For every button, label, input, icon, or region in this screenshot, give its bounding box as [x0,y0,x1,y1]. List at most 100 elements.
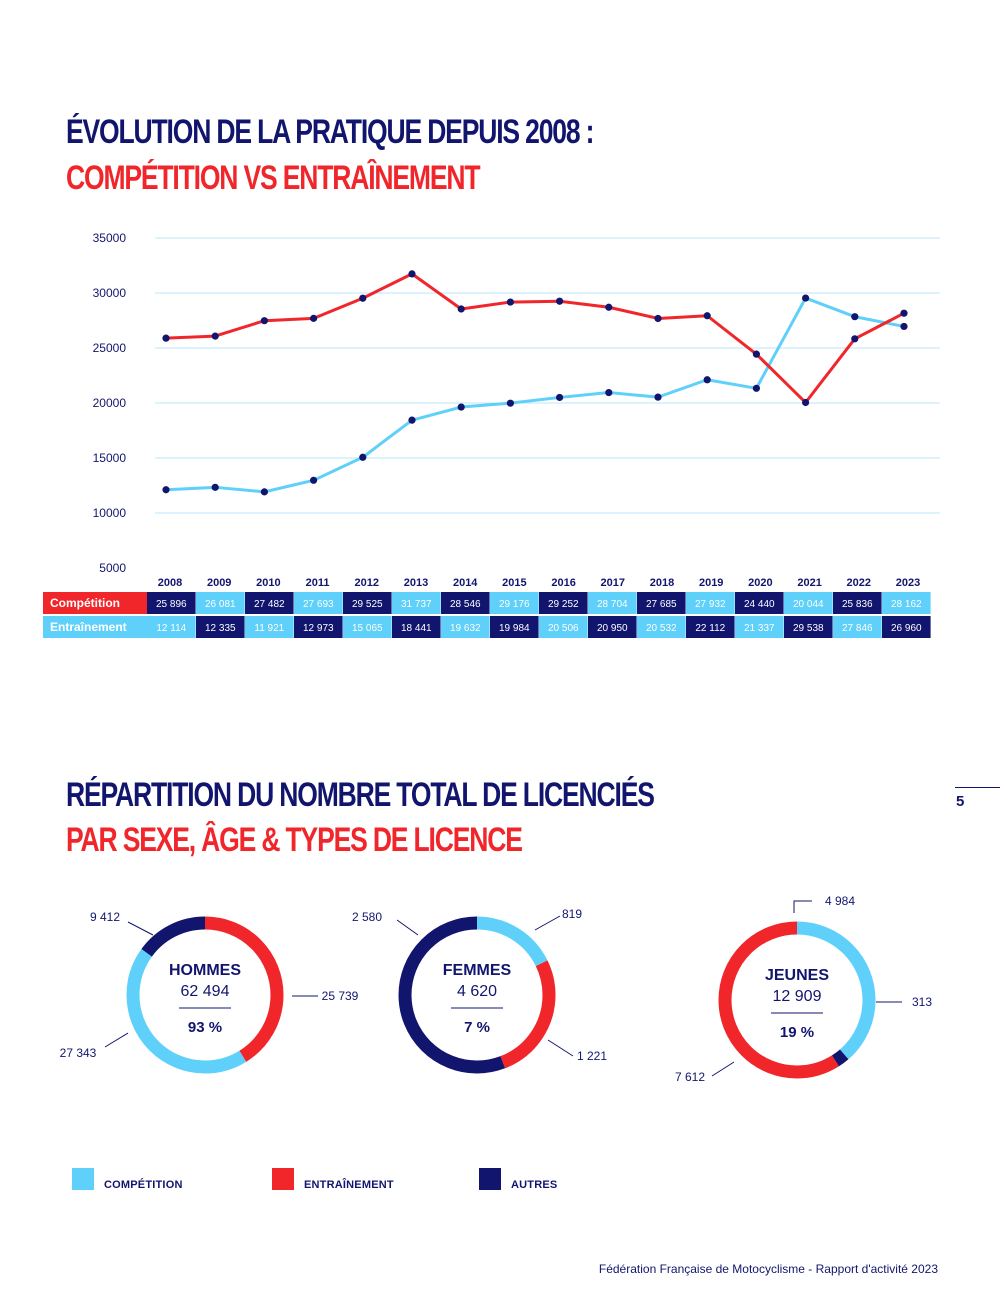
y-tick-label: 25000 [93,341,127,355]
table-cell-bg [637,616,686,638]
legend-label-competition: COMPÉTITION [104,1179,183,1191]
section2-title-line2: PAR SEXE, ÂGE & TYPES DE LICENCE [66,821,523,859]
series-line-competition [165,272,905,405]
table-cell-bg [343,616,392,638]
data-point [802,398,810,407]
x-tick-label: 2009 [207,577,231,589]
data-point [359,453,367,461]
donut-slice [398,916,556,1074]
slice-label: 9 412 [90,910,120,924]
data-point [359,294,367,302]
data-point [408,270,416,278]
callout-line [547,1039,574,1057]
table-cell: 25 836 [842,599,873,610]
slice-label: 819 [562,907,582,921]
table-cell-bg [784,616,833,638]
data-point [900,322,908,331]
data-point [506,399,514,407]
data-point [310,314,318,322]
slice-label: 25 739 [322,989,359,1003]
table-cell: 29 252 [548,599,579,610]
table-cell: 19 984 [499,623,530,634]
data-point [654,393,662,401]
y-tick-label: 35000 [93,231,127,245]
donut-title: JEUNES [765,967,829,984]
table-cell-bg [294,616,343,638]
y-tick-label: 10000 [93,506,127,520]
callout-line [396,919,419,936]
table-cell-bg [441,592,490,614]
data-point [408,416,416,424]
table-cell: 27 846 [842,623,873,634]
x-tick-label: 2016 [551,577,575,589]
callout-line [104,1032,129,1048]
table-cell: 28 546 [450,599,481,610]
data-point [310,476,318,484]
data-point [802,294,810,302]
slice-label: 2 580 [352,910,382,924]
table-cell: 22 112 [695,623,725,634]
table-row-header: Entraînement [50,620,127,634]
data-point [260,317,268,325]
x-tick-label: 2023 [896,577,920,589]
table-cell-bg [588,592,637,614]
data-point [654,314,662,323]
donut-title: HOMMES [169,962,241,979]
page-number-rule [955,787,1000,788]
legend-swatch-competition [72,1168,94,1190]
x-tick-label: 2022 [847,577,871,589]
table-cell: 20 044 [793,599,824,610]
table-cell: 28 704 [597,599,628,610]
table-cell: 19 632 [450,623,481,634]
table-cell: 27 932 [695,599,726,610]
y-tick-label: 15000 [93,451,127,465]
table-cell-bg [637,592,686,614]
donut-percent: 19 % [780,1024,814,1041]
x-tick-label: 2020 [748,577,772,589]
donut-title: FEMMES [443,962,512,979]
table-cell-bg [686,592,735,614]
table-cell-bg [147,592,196,614]
callout-line [127,921,154,936]
table-cell: 20 950 [597,623,628,634]
donut-slice [398,916,556,1074]
data-point [703,312,711,320]
table-cell-bg [392,616,441,638]
table-cell-bg [196,592,245,614]
table-cell-bg [245,616,294,638]
x-tick-label: 2010 [256,577,280,589]
x-tick-label: 2021 [797,577,821,589]
table-cell: 28 162 [891,599,922,610]
donut-slice [126,916,284,1074]
y-tick-label: 20000 [93,396,127,410]
x-tick-label: 2013 [404,577,428,589]
table-cell: 20 506 [548,623,579,634]
table-cell: 11 921 [254,623,284,634]
table-cell-bg [245,592,294,614]
table-cell-bg [882,592,931,614]
slice-label: 27 343 [60,1046,97,1060]
table-cell: 26 960 [891,623,922,634]
table-cell-bg [490,592,539,614]
donut-total: 12 909 [773,988,822,1005]
data-point [752,384,761,392]
legend-swatch-autres [479,1168,501,1190]
legend-swatch-entrainement [272,1168,294,1190]
table-cell-bg [686,616,735,638]
table-cell-bg [294,592,343,614]
data-point [457,305,465,313]
table-cell-bg [882,616,931,638]
slice-label: 1 221 [577,1049,607,1063]
data-point [506,298,514,306]
donut-slice [126,916,284,1074]
x-tick-label: 2017 [601,577,625,589]
slice-label: 313 [912,995,932,1009]
table-cell: 25 896 [156,599,187,610]
data-point [211,483,219,491]
page-number: 5 [956,793,965,810]
table-cell-bg [833,592,882,614]
data-point [211,332,219,340]
data-point [457,403,465,411]
x-tick-label: 2014 [453,577,478,589]
callout-line [793,900,812,913]
